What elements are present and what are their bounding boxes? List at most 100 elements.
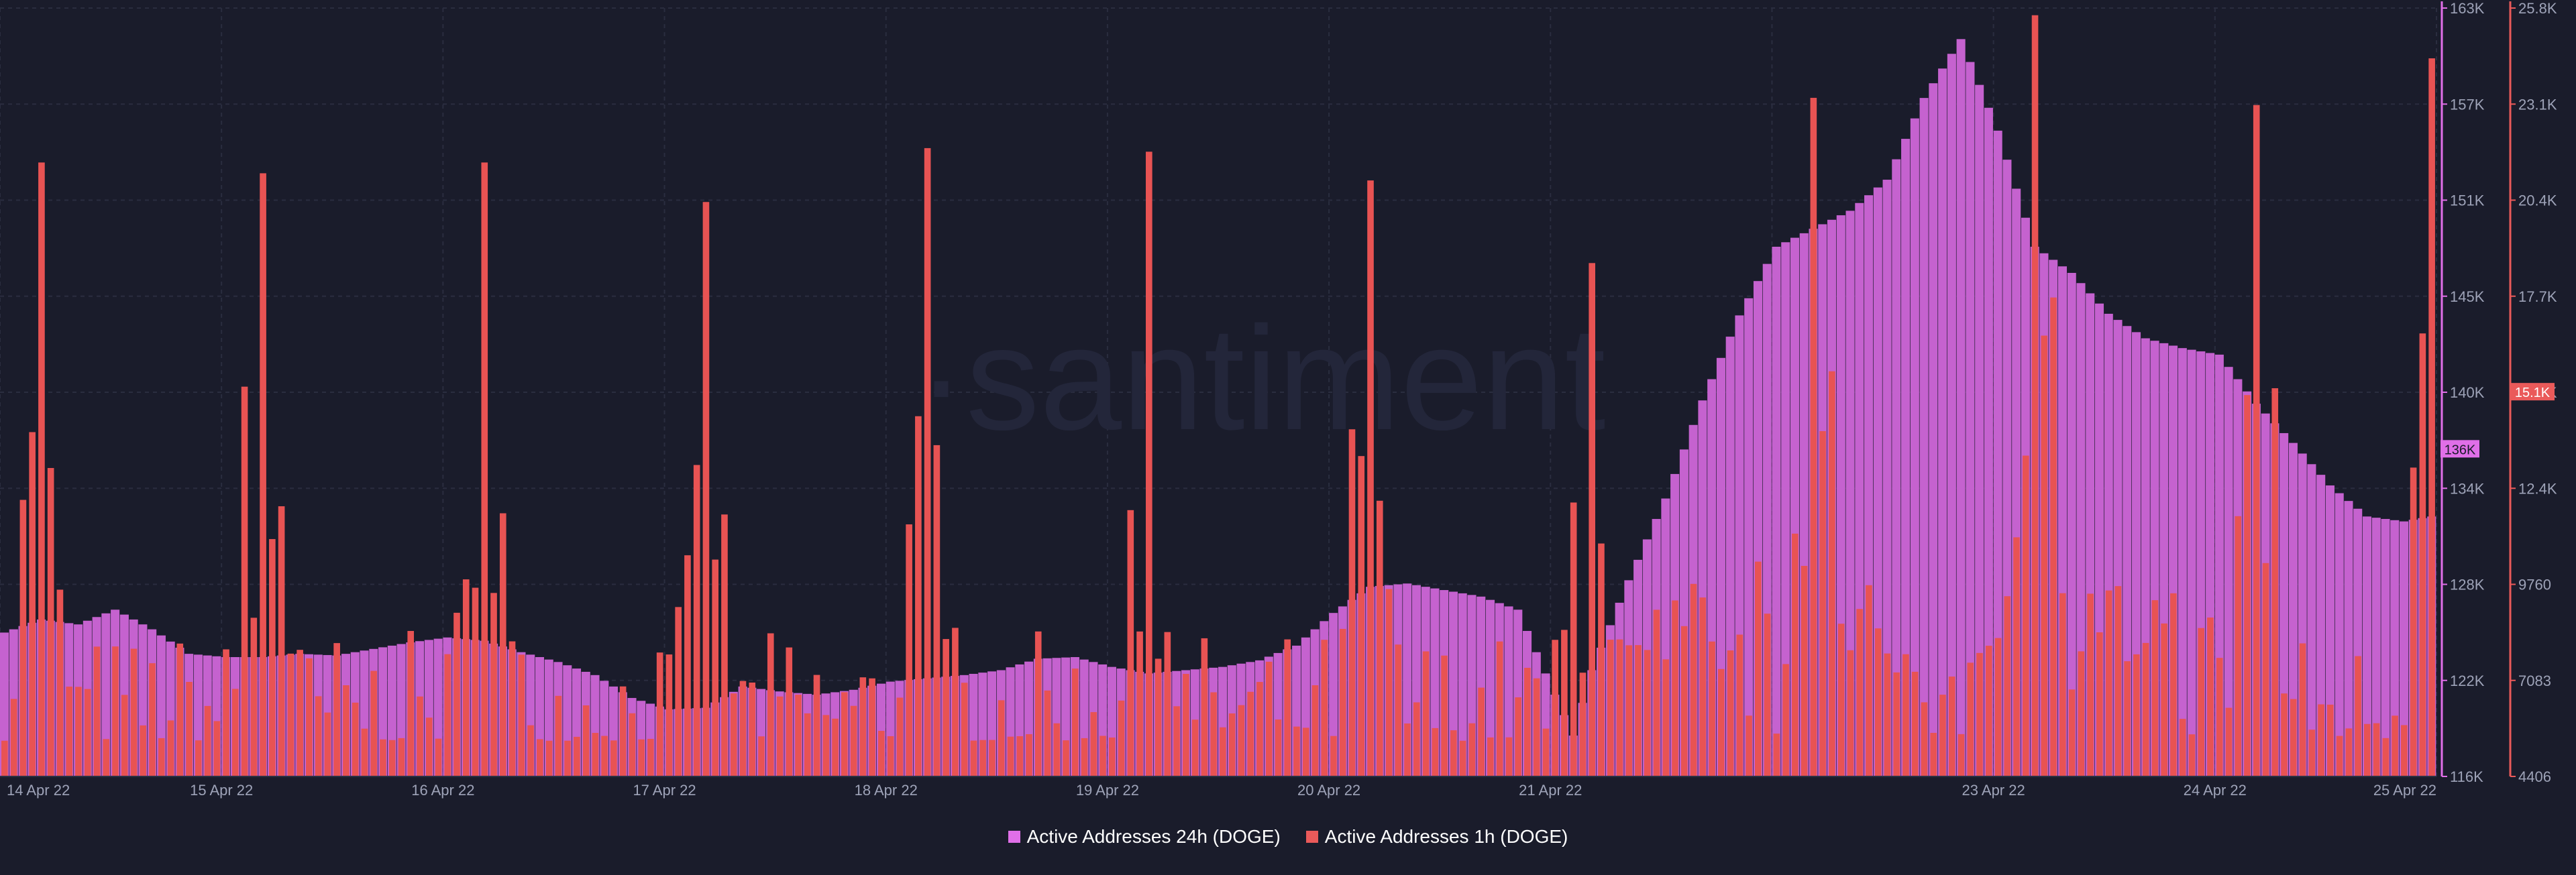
bar-1h: [499, 513, 506, 776]
bar-1h: [545, 740, 553, 776]
bar-1h: [1118, 700, 1125, 776]
bar-1h: [1136, 631, 1143, 776]
bar-1h: [2225, 707, 2233, 776]
y-tick-label-left: 128K: [2450, 577, 2485, 593]
bar-1h: [675, 607, 682, 776]
bar-24h: [2178, 348, 2187, 776]
bar-24h: [2371, 518, 2381, 776]
bar-1h: [2059, 593, 2066, 776]
bar-1h: [1764, 614, 1771, 776]
bar-1h: [1792, 533, 1799, 776]
bar-1h: [1330, 736, 1337, 776]
bar-24h: [1845, 211, 1855, 776]
bar-1h: [1422, 651, 1430, 776]
bar-1h: [1256, 682, 1263, 776]
bar-1h: [370, 670, 377, 776]
legend-item-1h[interactable]: Active Addresses 1h (DOGE): [1305, 826, 1568, 848]
bar-24h: [1448, 591, 1458, 776]
bar-24h: [1882, 180, 1892, 777]
bar-1h: [1201, 638, 1208, 776]
bar-1h: [537, 739, 543, 776]
bar-24h: [2224, 367, 2233, 776]
bar-1h: [2078, 651, 2085, 776]
y-tick-label-right: 12.4K: [2518, 480, 2557, 497]
bar-1h: [518, 654, 525, 776]
x-tick-label: 19 Apr 22: [1076, 782, 1139, 799]
bar-1h: [1220, 727, 1226, 776]
y-tick-label-left: 140K: [2450, 384, 2485, 401]
bar-1h: [1635, 645, 1642, 776]
x-tick-label: 21 Apr 22: [1519, 782, 1582, 799]
bar-1h: [2419, 333, 2426, 777]
bar-1h: [665, 654, 673, 776]
bar-1h: [388, 740, 396, 776]
bar-1h: [287, 653, 294, 776]
last-value-label-24h: 136K: [2445, 443, 2476, 457]
bar-1h: [213, 721, 221, 776]
legend-item-24h[interactable]: Active Addresses 24h (DOGE): [1008, 826, 1281, 848]
bar-1h: [232, 689, 239, 776]
y-tick-label-left: 134K: [2450, 480, 2485, 497]
bar-1h: [2299, 643, 2306, 776]
bar-24h: [2067, 273, 2076, 776]
legend-swatch-24h: [1008, 831, 1020, 843]
bar-1h: [564, 740, 571, 776]
bar-1h: [1302, 727, 1309, 776]
bar-1h: [2281, 693, 2288, 776]
x-tick-label: 20 Apr 22: [1297, 782, 1360, 799]
bar-1h: [278, 506, 285, 776]
bar-24h: [2316, 475, 2326, 776]
bar-1h: [103, 739, 110, 776]
legend-label-1h: Active Addresses 1h (DOGE): [1324, 826, 1568, 847]
bar-1h: [2318, 704, 2324, 776]
bar-1h: [1358, 456, 1365, 776]
bar-1h: [2253, 105, 2260, 776]
bar-24h: [1947, 54, 1956, 776]
x-tick-label: 14 Apr 22: [7, 782, 70, 799]
bar-1h: [1034, 631, 1042, 776]
bar-1h: [1930, 733, 1937, 776]
bar-1h: [1376, 500, 1383, 776]
bar-1h: [850, 705, 857, 776]
bar-1h: [1487, 737, 1494, 776]
bar-1h: [1773, 734, 1780, 776]
bar-1h: [1976, 652, 1983, 776]
bar-1h: [1902, 654, 1909, 776]
bar-1h: [1589, 263, 1595, 776]
bar-1h: [1755, 561, 1762, 776]
bar-1h: [2133, 654, 2140, 776]
bar-1h: [1275, 719, 1282, 776]
bar-1h: [130, 648, 138, 776]
bar-1h: [1717, 668, 1725, 776]
bar-1h: [481, 162, 488, 777]
bar-1h: [1063, 740, 1069, 776]
bar-1h: [2410, 467, 2417, 776]
bar-1h: [2105, 590, 2112, 776]
bar-1h: [260, 173, 266, 777]
bar-1h: [970, 740, 977, 776]
bar-1h: [176, 643, 184, 776]
bar-1h: [84, 689, 91, 776]
bar-24h: [1772, 246, 1781, 777]
bar-24h: [1919, 98, 1929, 776]
bar-1h: [149, 663, 156, 776]
bar-1h: [2087, 593, 2094, 776]
bar-24h: [2381, 518, 2390, 776]
bar-24h: [2390, 520, 2400, 776]
bar-1h: [158, 738, 165, 776]
bar-1h: [647, 738, 654, 776]
bar-1h: [656, 652, 663, 776]
bar-1h: [2244, 395, 2251, 776]
bar-1h: [582, 705, 590, 776]
bar-1h: [1856, 609, 1863, 776]
bar-24h: [1458, 593, 1467, 776]
bar-1h: [2235, 516, 2242, 776]
bar-1h: [1680, 626, 1688, 776]
bar-1h: [1191, 719, 1199, 776]
bar-1h: [1921, 702, 1928, 776]
bar-1h: [444, 654, 451, 776]
bar-1h: [1746, 715, 1752, 776]
bar-1h: [943, 639, 949, 776]
bar-1h: [2336, 736, 2343, 776]
